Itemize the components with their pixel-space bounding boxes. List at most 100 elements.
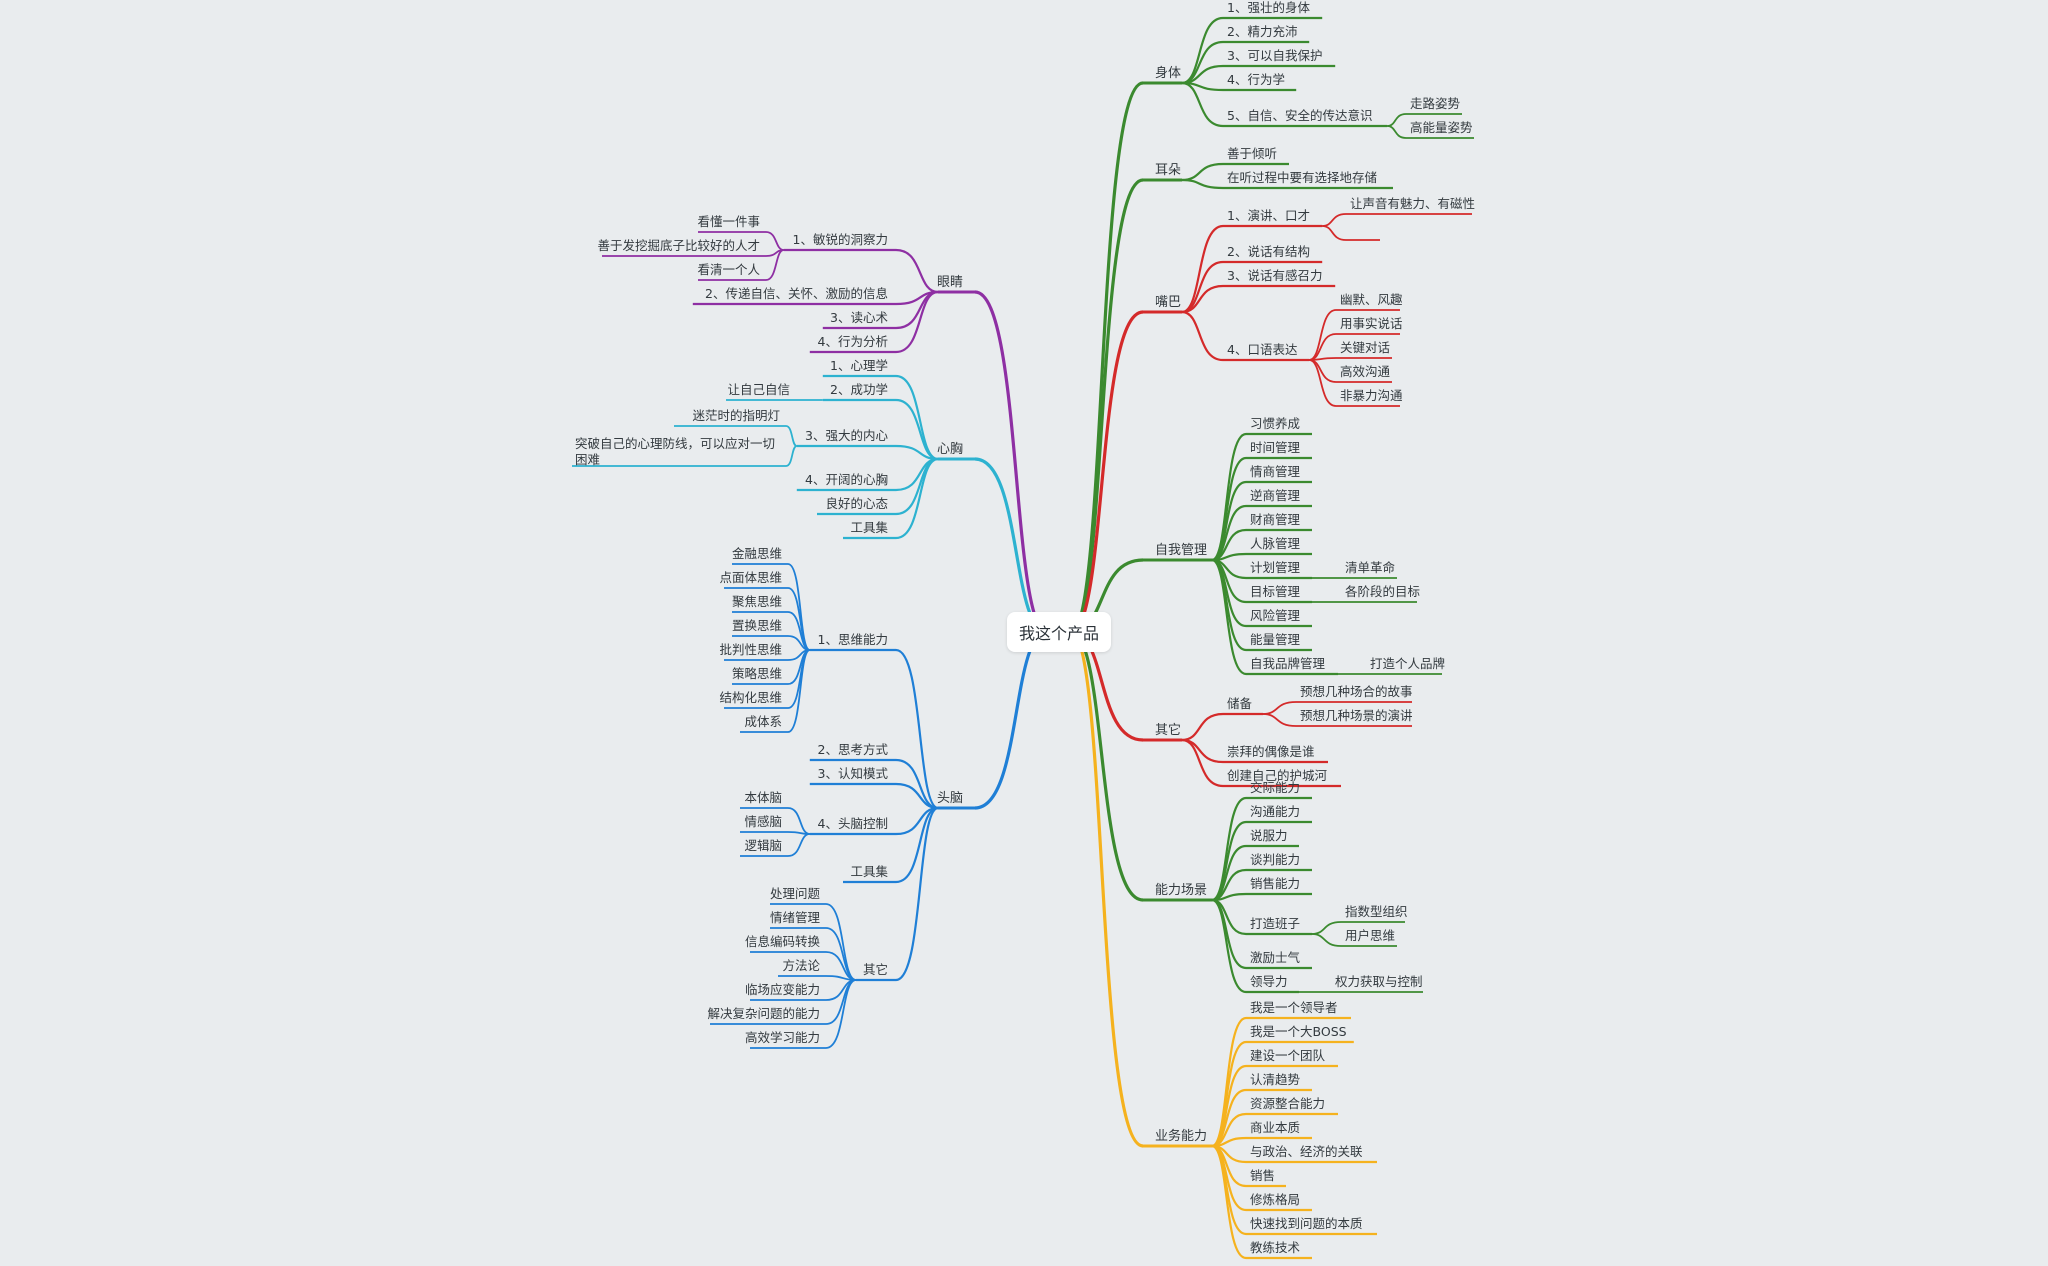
child-node[interactable]: 谈判能力: [1250, 852, 1300, 867]
child-node[interactable]: 目标管理: [1250, 584, 1301, 599]
sub-node[interactable]: 解决复杂问题的能力: [707, 1006, 820, 1021]
child-node[interactable]: 我是一个领导者: [1250, 1000, 1338, 1015]
sub-node[interactable]: 聚焦思维: [732, 594, 782, 609]
sub-node[interactable]: 临场应变能力: [745, 982, 820, 997]
child-node[interactable]: 4、头脑控制: [818, 816, 888, 831]
sub-node[interactable]: 看清一个人: [697, 262, 760, 277]
child-node[interactable]: 崇拜的偶像是谁: [1227, 744, 1315, 759]
child-node[interactable]: 教练技术: [1250, 1240, 1301, 1255]
child-node[interactable]: 工具集: [850, 864, 888, 879]
sub-node[interactable]: 点面体思维: [719, 570, 782, 585]
sub-node[interactable]: 信息编码转换: [745, 934, 821, 949]
branch-nengli[interactable]: 能力场景: [1155, 883, 1207, 898]
child-node[interactable]: 2、成功学: [830, 382, 888, 397]
child-node[interactable]: 3、强大的内心: [805, 428, 888, 443]
child-node[interactable]: 能量管理: [1250, 632, 1301, 647]
child-node[interactable]: 4、行为分析: [818, 334, 888, 349]
child-node[interactable]: 资源整合能力: [1250, 1096, 1325, 1111]
child-node[interactable]: 1、演讲、口才: [1227, 208, 1310, 223]
child-node[interactable]: 沟通能力: [1250, 804, 1300, 819]
sub-node[interactable]: 各阶段的目标: [1345, 584, 1420, 599]
child-node[interactable]: 计划管理: [1250, 560, 1301, 575]
sub-node[interactable]: 善于发挖掘底子比较好的人才: [597, 238, 760, 253]
child-node[interactable]: 与政治、经济的关联: [1250, 1144, 1363, 1159]
sub-node[interactable]: 高效沟通: [1340, 364, 1391, 379]
child-node[interactable]: 打造班子: [1250, 916, 1300, 931]
child-node[interactable]: 1、思维能力: [818, 632, 888, 647]
sub-node[interactable]: 关键对话: [1340, 340, 1390, 355]
sub-node[interactable]: 预想几种场合的故事: [1300, 684, 1413, 699]
child-node[interactable]: 1、强壮的身体: [1227, 0, 1310, 15]
child-node[interactable]: 说服力: [1250, 828, 1288, 843]
child-node[interactable]: 2、说话有结构: [1227, 244, 1310, 259]
sub-node[interactable]: 高效学习能力: [745, 1030, 820, 1045]
sub-node[interactable]: 策略思维: [732, 666, 782, 681]
sub-node[interactable]: 结构化思维: [719, 690, 782, 705]
child-node[interactable]: 风险管理: [1250, 608, 1301, 623]
child-node[interactable]: 情商管理: [1250, 464, 1301, 479]
sub-node[interactable]: 金融思维: [732, 546, 782, 561]
sub-node[interactable]: 置换思维: [732, 618, 782, 633]
sub-node[interactable]: 本体脑: [744, 790, 782, 805]
child-node[interactable]: 工具集: [850, 520, 888, 535]
sub-node[interactable]: 让声音有魅力、有磁性: [1350, 196, 1475, 211]
sub-node[interactable]: 非暴力沟通: [1340, 388, 1403, 403]
child-node[interactable]: 人脉管理: [1250, 536, 1301, 551]
child-node[interactable]: 建设一个团队: [1250, 1048, 1326, 1063]
child-node[interactable]: 领导力: [1250, 974, 1288, 989]
child-node[interactable]: 1、心理学: [830, 358, 888, 373]
child-node[interactable]: 习惯养成: [1250, 416, 1300, 431]
sub-node[interactable]: 批判性思维: [719, 642, 782, 657]
child-node[interactable]: 时间管理: [1250, 440, 1301, 455]
sub-node[interactable]: 方法论: [782, 958, 820, 973]
child-node[interactable]: 4、开阔的心胸: [805, 472, 888, 487]
child-node[interactable]: 2、思考方式: [818, 742, 889, 757]
child-node[interactable]: 其它: [863, 962, 888, 977]
branch-ziwoguanli[interactable]: 自我管理: [1155, 543, 1207, 558]
child-node[interactable]: 3、可以自我保护: [1227, 48, 1322, 63]
branch-yewu[interactable]: 业务能力: [1155, 1128, 1207, 1144]
sub-node[interactable]: 逻辑脑: [744, 838, 782, 853]
child-node[interactable]: 在听过程中要有选择地存储: [1227, 170, 1377, 185]
child-node[interactable]: 3、说话有感召力: [1227, 268, 1322, 283]
child-node[interactable]: 交际能力: [1250, 780, 1300, 795]
sub-node[interactable]: 情绪管理: [770, 910, 821, 925]
child-node[interactable]: 储备: [1227, 696, 1253, 711]
sub-node[interactable]: 高能量姿势: [1410, 120, 1473, 135]
child-node[interactable]: 4、口语表达: [1227, 342, 1298, 357]
child-node[interactable]: 快速找到问题的本质: [1250, 1216, 1363, 1231]
sub-node[interactable]: 处理问题: [770, 886, 821, 901]
child-node[interactable]: 3、认知模式: [818, 766, 889, 781]
child-node[interactable]: 善于倾听: [1227, 146, 1277, 161]
child-node[interactable]: 2、传递自信、关怀、激励的信息: [705, 286, 888, 301]
child-node[interactable]: 1、敏锐的洞察力: [793, 232, 888, 247]
sub-node[interactable]: 走路姿势: [1410, 96, 1461, 111]
branch-xinxiong[interactable]: 心胸: [937, 442, 963, 457]
child-node[interactable]: 销售: [1250, 1168, 1275, 1183]
child-node[interactable]: 4、行为学: [1227, 72, 1285, 87]
sub-node[interactable]: 用事实说话: [1340, 316, 1403, 331]
branch-zuiba[interactable]: 嘴巴: [1155, 295, 1181, 310]
branch-yanjing[interactable]: 眼睛: [937, 275, 963, 290]
child-node[interactable]: 自我品牌管理: [1250, 656, 1326, 671]
child-node[interactable]: 创建自己的护城河: [1227, 768, 1328, 783]
child-node[interactable]: 逆商管理: [1250, 488, 1301, 503]
sub-node[interactable]: 情感脑: [744, 814, 782, 829]
child-node[interactable]: 修炼格局: [1250, 1192, 1300, 1207]
central-topic[interactable]: 我这个产品: [1007, 612, 1111, 652]
sub-node[interactable]: 幽默、风趣: [1340, 292, 1403, 307]
child-node[interactable]: 认清趋势: [1250, 1072, 1301, 1087]
child-node[interactable]: 销售能力: [1250, 876, 1300, 891]
child-node[interactable]: 3、读心术: [830, 310, 888, 325]
sub-node[interactable]: 看懂一件事: [697, 214, 760, 229]
branch-erduo[interactable]: 耳朵: [1155, 163, 1181, 178]
sub-node[interactable]: 权力获取与控制: [1335, 974, 1423, 989]
sub-node[interactable]: 迷茫时的指明灯: [692, 408, 780, 423]
sub-node[interactable]: 预想几种场景的演讲: [1300, 708, 1413, 723]
sub-node[interactable]: 用户思维: [1345, 928, 1395, 943]
sub-node[interactable]: 清单革命: [1345, 560, 1396, 575]
branch-tounao[interactable]: 头脑: [937, 791, 963, 806]
child-node[interactable]: 2、精力充沛: [1227, 24, 1297, 39]
sub-node[interactable]: 让自己自信: [727, 382, 790, 397]
sub-node[interactable]: 突破自己的心理防线，可以应对一切: [575, 436, 775, 451]
